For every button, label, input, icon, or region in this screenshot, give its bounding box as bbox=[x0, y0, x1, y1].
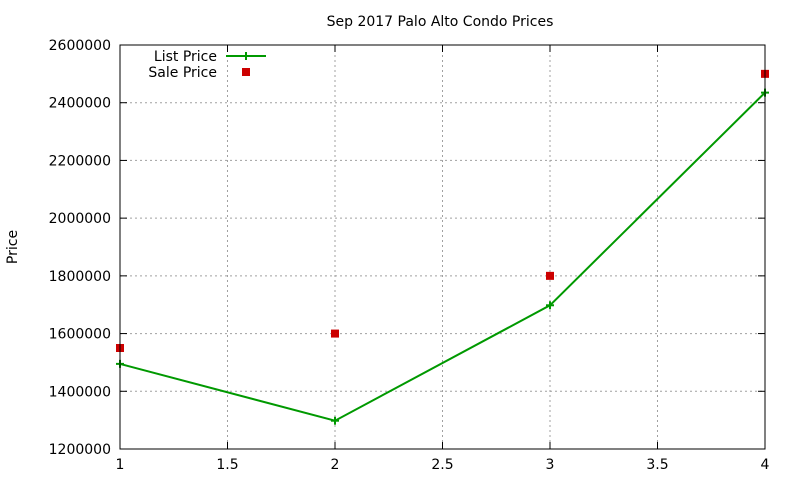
axis-ticks bbox=[119, 44, 766, 450]
y-tick-label: 1200000 bbox=[49, 442, 111, 458]
x-tick-label: 1.5 bbox=[216, 457, 238, 473]
x-tick-label: 2.5 bbox=[431, 457, 453, 473]
y-tick-label: 2200000 bbox=[49, 153, 111, 169]
series-line bbox=[119, 91, 766, 422]
plot-border bbox=[119, 44, 766, 450]
legend-label: Sale Price bbox=[148, 65, 217, 81]
y-tick-label: 1400000 bbox=[49, 384, 111, 400]
legend-marker bbox=[242, 68, 250, 76]
sale-price-point bbox=[331, 329, 339, 338]
y-tick-label: 1600000 bbox=[49, 327, 111, 343]
list-price-point bbox=[546, 301, 554, 310]
y-tick-label: 2400000 bbox=[49, 96, 111, 112]
x-tick-label: 3 bbox=[546, 457, 555, 473]
list-price-point bbox=[331, 416, 339, 425]
chart-title: Sep 2017 Palo Alto Condo Prices bbox=[327, 14, 554, 30]
x-tick-label: 4 bbox=[761, 457, 770, 473]
y-tick-label: 1800000 bbox=[49, 269, 111, 285]
y-tick-label: 2600000 bbox=[49, 38, 111, 54]
sale-price-point bbox=[546, 271, 554, 280]
grid-lines bbox=[120, 45, 765, 449]
x-tick-label: 2 bbox=[331, 457, 340, 473]
tick-labels: 1 1.5 2 2.5 3 3.5 4 1200000 1400000 1600000 180000… bbox=[49, 38, 770, 473]
y-tick-label: 2000000 bbox=[49, 211, 111, 227]
legend-label: List Price bbox=[154, 49, 217, 65]
x-tick-label: 1 bbox=[116, 457, 125, 473]
legend-marker bbox=[242, 52, 250, 60]
y-axis-label: Price bbox=[5, 230, 21, 264]
x-tick-label: 3.5 bbox=[646, 457, 668, 473]
